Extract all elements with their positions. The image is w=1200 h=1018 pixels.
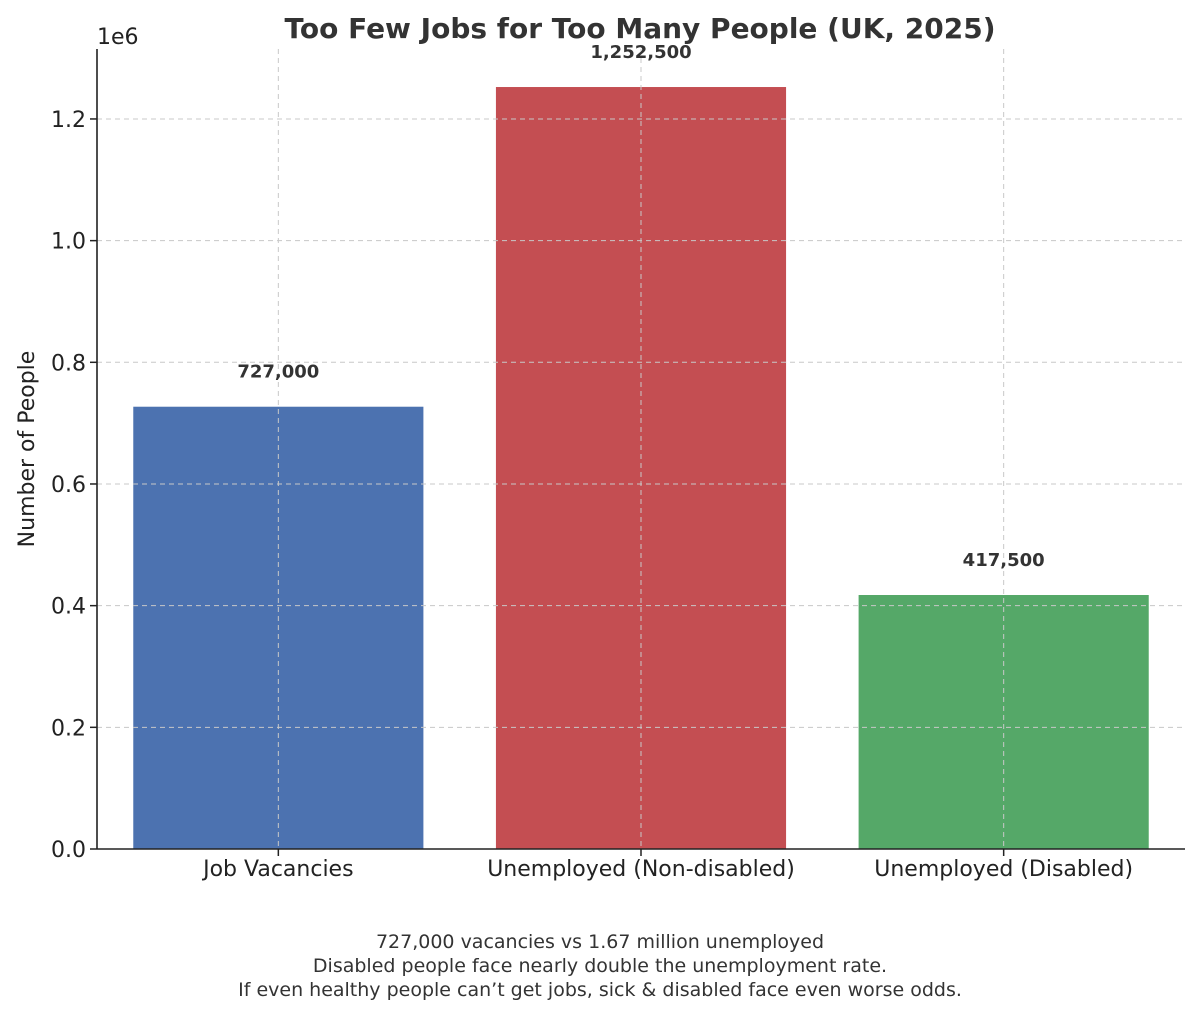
- grid-lines: [97, 49, 1185, 849]
- caption-line-3: If even healthy people can’t get jobs, s…: [238, 979, 962, 1001]
- bar: [858, 595, 1149, 849]
- x-tick-label: Unemployed (Non-disabled): [487, 857, 795, 882]
- data-label: 1,252,500: [590, 42, 691, 63]
- y-tick-label: 0.4: [51, 595, 86, 620]
- labels: 0.0 0.2 0.4 0.6 0.8 1.0 1.2 Job Vacancies 727,00…: [51, 42, 1133, 882]
- y-tick-label: 0.6: [51, 473, 86, 498]
- y-axis-label: Number of People: [15, 351, 40, 548]
- chart-title: Too Few Jobs for Too Many People (UK, 20…: [284, 12, 995, 45]
- y-tick-label: 1.2: [51, 108, 86, 133]
- data-label: 417,500: [963, 550, 1045, 571]
- caption-line-2: Disabled people face nearly double the u…: [312, 955, 888, 977]
- y-axis-offset-text: 1e6: [97, 25, 139, 50]
- bar-chart: Too Few Jobs for Too Many People (UK, 20…: [15, 12, 1185, 882]
- y-tick-label: 0.2: [51, 716, 86, 741]
- caption: 727,000 vacancies vs 1.67 million unempl…: [0, 930, 1200, 1002]
- axes: [90, 49, 1185, 856]
- y-tick-label: 0.8: [51, 351, 86, 376]
- y-tick-label: 1.0: [51, 230, 86, 255]
- y-tick-label: 0.0: [51, 838, 86, 863]
- x-tick-label: Unemployed (Disabled): [874, 857, 1133, 882]
- caption-line-1: 727,000 vacancies vs 1.67 million unempl…: [375, 931, 825, 953]
- x-tick-label: Job Vacancies: [201, 857, 353, 882]
- data-label: 727,000: [237, 362, 319, 383]
